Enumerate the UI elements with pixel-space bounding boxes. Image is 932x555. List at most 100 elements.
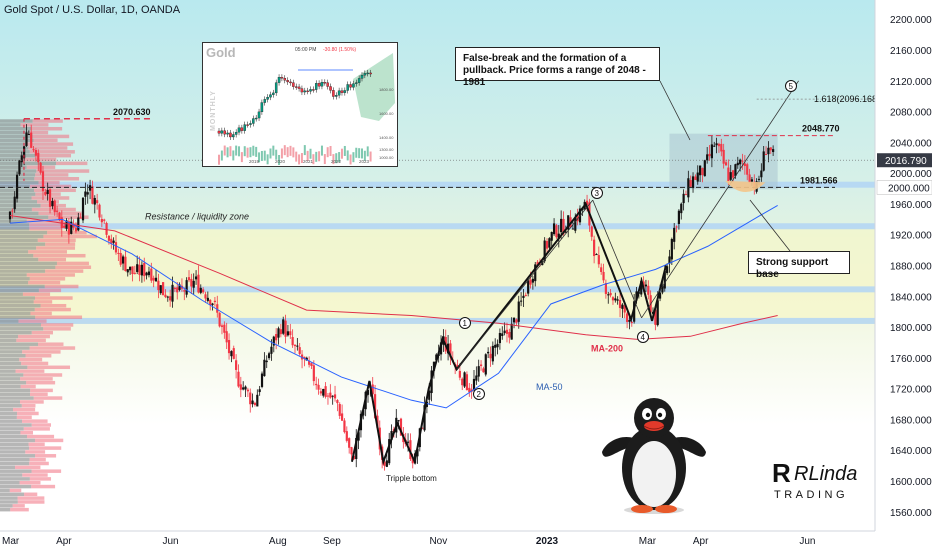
candle-body <box>762 151 765 171</box>
candle-body <box>183 290 186 292</box>
candle-body <box>727 167 730 182</box>
candle-body <box>736 162 739 166</box>
candle-body <box>449 343 452 358</box>
candle-body <box>232 348 235 359</box>
candle-body <box>58 212 61 220</box>
candle-body <box>44 191 47 195</box>
volume-profile-bar <box>29 446 62 450</box>
volume-profile-bar <box>0 334 19 339</box>
volume-profile-bar <box>0 504 13 508</box>
candle-body <box>79 217 82 219</box>
candle-body <box>48 189 52 207</box>
inset-volume-bar <box>363 150 366 161</box>
candle-body <box>545 241 549 249</box>
volume-profile-bar <box>45 269 84 273</box>
inset-candle-body <box>349 84 352 88</box>
candle-body <box>136 264 139 272</box>
candle-body <box>265 360 268 363</box>
candle-body <box>176 287 179 293</box>
y-tick-label: 1760.000 <box>890 354 932 365</box>
volume-profile-bar <box>34 307 71 312</box>
inset-volume-bar <box>346 150 349 161</box>
volume-profile-bar <box>0 338 17 343</box>
volume-profile-bar <box>0 234 44 239</box>
inset-candle-body <box>329 86 332 91</box>
volume-profile-bar <box>35 296 73 300</box>
inset-volume-bar <box>280 148 283 159</box>
candle-body <box>131 266 134 275</box>
volume-profile-bar <box>10 507 29 512</box>
candle-body <box>743 163 746 167</box>
candle-body <box>498 332 502 344</box>
inset-volume-bar <box>298 154 301 165</box>
y-axis-panel <box>875 0 932 550</box>
candle-body <box>129 266 132 271</box>
candle-body <box>152 277 155 281</box>
volume-profile-bar <box>0 303 41 308</box>
candle-body <box>270 346 273 354</box>
inset-time: 05:00 PM <box>295 47 316 53</box>
candle-body <box>658 292 662 299</box>
candle-body <box>145 272 148 276</box>
volume-profile-bar <box>0 292 23 296</box>
candle-body <box>312 365 315 382</box>
inset-candle-body <box>355 82 358 84</box>
candle-body <box>717 143 721 147</box>
inset-volume-bar <box>318 151 321 162</box>
volume-profile-bar <box>0 369 16 373</box>
level-1981-tag-label: 2000.000 <box>888 183 930 194</box>
inset-side-label: MONTHLY <box>210 90 217 131</box>
volume-profile-bar <box>28 280 61 285</box>
volume-profile-bar <box>29 130 49 135</box>
volume-profile-bar <box>38 342 64 346</box>
inset-candle-body <box>240 127 244 131</box>
candle-body <box>211 303 214 305</box>
candle-body <box>435 354 438 361</box>
volume-profile-bar <box>0 315 36 320</box>
candle-body <box>169 296 172 301</box>
candle-body <box>39 162 42 173</box>
candle-body <box>661 285 664 293</box>
volume-profile-bar <box>28 250 67 254</box>
inset-x-2020: 2020 <box>275 159 286 164</box>
current-price-tag <box>877 153 932 168</box>
candle-body <box>564 231 567 233</box>
volume-profile-bar <box>15 369 45 373</box>
candle-body <box>81 197 85 221</box>
volume-profile-bar <box>0 446 30 450</box>
inset-volume-bar <box>306 150 309 161</box>
inset-volume-bar <box>240 152 243 163</box>
inset-volume-bar <box>275 149 278 160</box>
candle-body <box>279 329 282 335</box>
penguin-mascot <box>602 398 706 514</box>
volume-profile-bar <box>0 119 33 123</box>
wave-label-circle <box>473 388 485 400</box>
candle-body <box>204 294 207 299</box>
candle-body <box>187 277 191 281</box>
candle-body <box>602 271 605 281</box>
y-tick-label: 1920.000 <box>890 231 932 242</box>
volume-profile-bar <box>0 407 14 412</box>
brand-sub: TRADING <box>774 489 848 501</box>
x-tick-label: Mar <box>639 536 657 547</box>
inset-candle-body <box>363 73 367 76</box>
volume-profile-bar <box>0 219 27 223</box>
volume-profile-bar <box>0 500 18 504</box>
candle-body <box>729 172 732 180</box>
candle-body <box>258 389 261 393</box>
volume-profile-bar <box>34 188 76 193</box>
candle-body <box>724 162 728 166</box>
candle-body <box>461 378 464 386</box>
inset-volume-bar <box>335 153 338 164</box>
candle-body <box>411 458 414 464</box>
x-tick-label: Mar <box>2 536 20 547</box>
inset-volume-bar <box>361 148 363 159</box>
wave-label-circle <box>591 187 603 199</box>
volume-profile-bar <box>20 400 44 404</box>
candle-body <box>25 132 28 146</box>
candle-body <box>46 189 49 195</box>
candle-body <box>677 210 681 224</box>
volume-profile-bar <box>0 238 38 243</box>
inset-candle-body <box>306 90 309 93</box>
